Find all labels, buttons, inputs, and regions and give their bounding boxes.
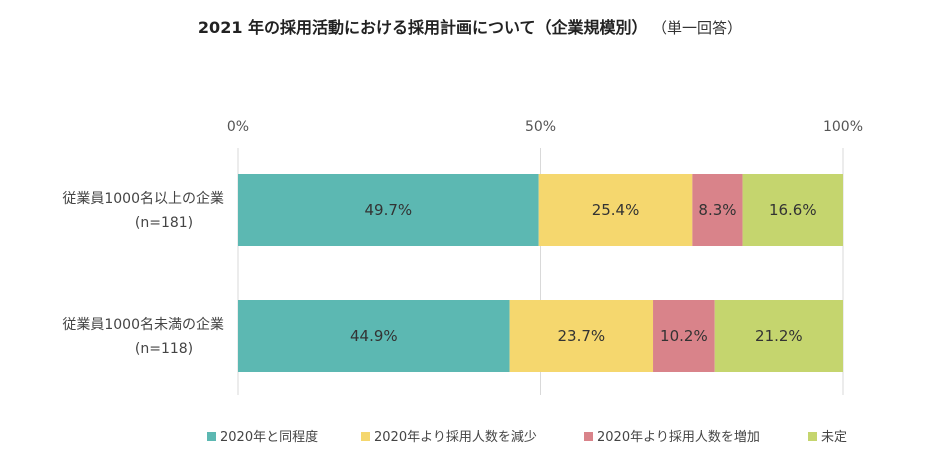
legend-label: 2020年より採用人数を増加 [597, 430, 760, 445]
category-label: 従業員1000名以上の企業 [62, 190, 224, 207]
legend: 2020年と同程度 2020年より採用人数を減少 2020年より採用人数を増加 未定 [207, 429, 847, 445]
category-label: 従業員1000名未満の企業 [62, 316, 224, 333]
data-label: 10.2% [660, 327, 708, 345]
bar-segment [238, 174, 539, 246]
bar-segments [238, 174, 843, 372]
data-labels: 49.7% 25.4% 8.3% 16.6% 44.9% 23.7% 10.2% 21.2% [350, 201, 817, 345]
legend-swatch [808, 432, 817, 441]
category-labels: 従業員1000名以上の企業 (n=181) 従業員1000名未満の企業 (n=118) [62, 190, 224, 357]
bar-segment [238, 300, 510, 372]
bar-segment [509, 300, 654, 372]
x-tick-label: 0% [227, 119, 249, 135]
legend-label: 2020年と同程度 [220, 429, 318, 445]
category-n-label: (n=181) [135, 215, 193, 231]
chart-title: 2021 年の採用活動における採用計画について（企業規模別） [197, 18, 648, 37]
data-label: 23.7% [558, 327, 606, 345]
category-n-label: (n=118) [135, 341, 193, 357]
data-label: 8.3% [698, 201, 736, 219]
x-tick-label: 50% [525, 119, 556, 135]
bar-segment [714, 300, 843, 372]
chart-title-area: 2021 年の採用活動における採用計画について（企業規模別） （単一回答） [0, 14, 940, 38]
chart-subtitle: （単一回答） [659, 19, 743, 37]
bar-segment [692, 174, 743, 246]
bar-segment [538, 174, 693, 246]
legend-swatch [361, 432, 370, 441]
bar-segment [742, 174, 843, 246]
x-axis-ticks: 0% 50% 100% [227, 119, 863, 135]
data-label: 44.9% [350, 327, 398, 345]
bar-segment [653, 300, 715, 372]
legend-swatch [584, 432, 593, 441]
legend-label: 2020年より採用人数を減少 [374, 429, 537, 445]
data-label: 16.6% [769, 201, 817, 219]
x-tick-label: 100% [823, 119, 863, 135]
data-label: 21.2% [755, 327, 803, 345]
data-label: 49.7% [365, 201, 413, 219]
legend-swatch [207, 432, 216, 441]
legend-label: 未定 [821, 430, 847, 445]
data-label: 25.4% [592, 201, 640, 219]
